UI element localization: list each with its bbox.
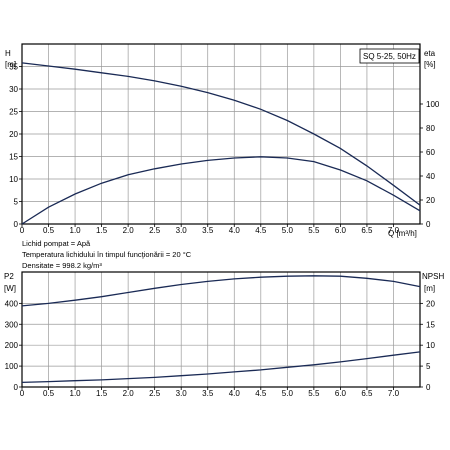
y-right-tick-label: 100 [426, 100, 440, 109]
x-tick-label: 0 [20, 226, 25, 235]
top-left-axis-unit: [m] [5, 60, 16, 69]
y-left-tick-label: 35 [9, 63, 18, 72]
x-tick-label: 0.5 [43, 389, 55, 398]
y-right-tick-label: 15 [426, 320, 435, 329]
bottom-right-axis-label: NPSH [422, 272, 444, 281]
x-tick-label: 1.0 [70, 389, 82, 398]
x-tick-label: 0 [20, 389, 25, 398]
series-line-1-1 [21, 351, 421, 384]
grid-lines [22, 44, 420, 388]
y-left-tick-label: 20 [9, 130, 18, 139]
curves [21, 62, 421, 384]
info-line-density: Densitate = 998.2 kg/m³ [22, 261, 102, 270]
x-tick-label: 2.5 [149, 226, 161, 235]
x-tick-label: 1.5 [96, 226, 108, 235]
y-right-tick-label: 10 [426, 341, 435, 350]
x-tick-label: 2.0 [123, 226, 135, 235]
y-left-tick-label: 0 [14, 220, 19, 229]
x-tick-label: 4.5 [255, 226, 267, 235]
x-tick-label: 2.5 [149, 389, 161, 398]
y-right-tick-label: 20 [426, 299, 435, 308]
bottom-right-axis-unit: [m] [424, 284, 435, 293]
x-tick-label: 5.0 [282, 226, 294, 235]
x-tick-label: 4.0 [229, 389, 241, 398]
y-left-tick-label: 15 [9, 153, 18, 162]
x-tick-label: 5.5 [308, 226, 320, 235]
y-right-tick-label: 60 [426, 148, 435, 157]
x-tick-label: 7.0 [388, 226, 400, 235]
y-right-tick-label: 0 [426, 383, 431, 392]
model-badge-box [359, 48, 420, 64]
plot-frames [21, 43, 421, 388]
y-left-tick-label: 10 [9, 175, 18, 184]
x-tick-label: 4.5 [255, 389, 267, 398]
info-line-temperature: Temperatura lichidului în timpul funcţio… [22, 250, 192, 259]
bottom-left-axis-label: P2 [4, 272, 14, 281]
tick-marks [19, 66, 423, 390]
y-left-tick-label: 400 [5, 299, 19, 308]
x-tick-label: 3.5 [202, 389, 214, 398]
series-line-0-1 [21, 156, 421, 225]
x-tick-label: 6.5 [361, 226, 373, 235]
y-left-tick-label: 30 [9, 85, 18, 94]
info-line-liquid: Lichid pompat = Apă [22, 239, 91, 248]
x-tick-label: 6.0 [335, 389, 347, 398]
top-left-axis-label: H [5, 49, 11, 58]
series-line-1-0 [21, 275, 421, 307]
x-tick-label: 3.5 [202, 226, 214, 235]
top-right-axis-unit: [%] [424, 60, 436, 69]
y-left-tick-label: 200 [5, 341, 19, 350]
y-left-tick-label: 0 [14, 383, 19, 392]
model-badge: SQ 5-25, 50Hz [363, 52, 416, 61]
x-tick-label: 3.0 [176, 226, 188, 235]
x-tick-label: 5.5 [308, 389, 320, 398]
y-right-tick-label: 80 [426, 124, 435, 133]
plot-frame [21, 271, 421, 388]
top-x-axis-label: Q [m³/h] [388, 229, 417, 238]
y-left-tick-label: 100 [5, 362, 19, 371]
y-right-tick-label: 5 [426, 362, 431, 371]
bottom-left-axis-unit: [W] [4, 284, 16, 293]
y-left-tick-label: 25 [9, 108, 18, 117]
y-right-tick-label: 20 [426, 196, 435, 205]
x-tick-label: 7.0 [388, 389, 400, 398]
x-tick-label: 4.0 [229, 226, 241, 235]
x-tick-label: 1.5 [96, 389, 108, 398]
series-line-0-0 [21, 62, 421, 206]
x-tick-label: 3.0 [176, 389, 188, 398]
y-left-tick-label: 300 [5, 320, 19, 329]
tick-labels: 0 0.5 1.0 1.5 2.0 2.5 3.0 3.5 4.0 4.5 5.0 5.5 6.0 6.5… [5, 63, 440, 399]
x-tick-label: 5.0 [282, 389, 294, 398]
y-right-tick-label: 0 [426, 220, 431, 229]
x-tick-label: 1.0 [70, 226, 82, 235]
y-right-tick-label: 40 [426, 172, 435, 181]
y-left-tick-label: 5 [14, 198, 19, 207]
x-tick-label: 6.5 [361, 389, 373, 398]
x-tick-label: 6.0 [335, 226, 347, 235]
x-tick-label: 0.5 [43, 226, 55, 235]
x-tick-label: 2.0 [123, 389, 135, 398]
top-right-axis-label: eta [424, 49, 436, 58]
